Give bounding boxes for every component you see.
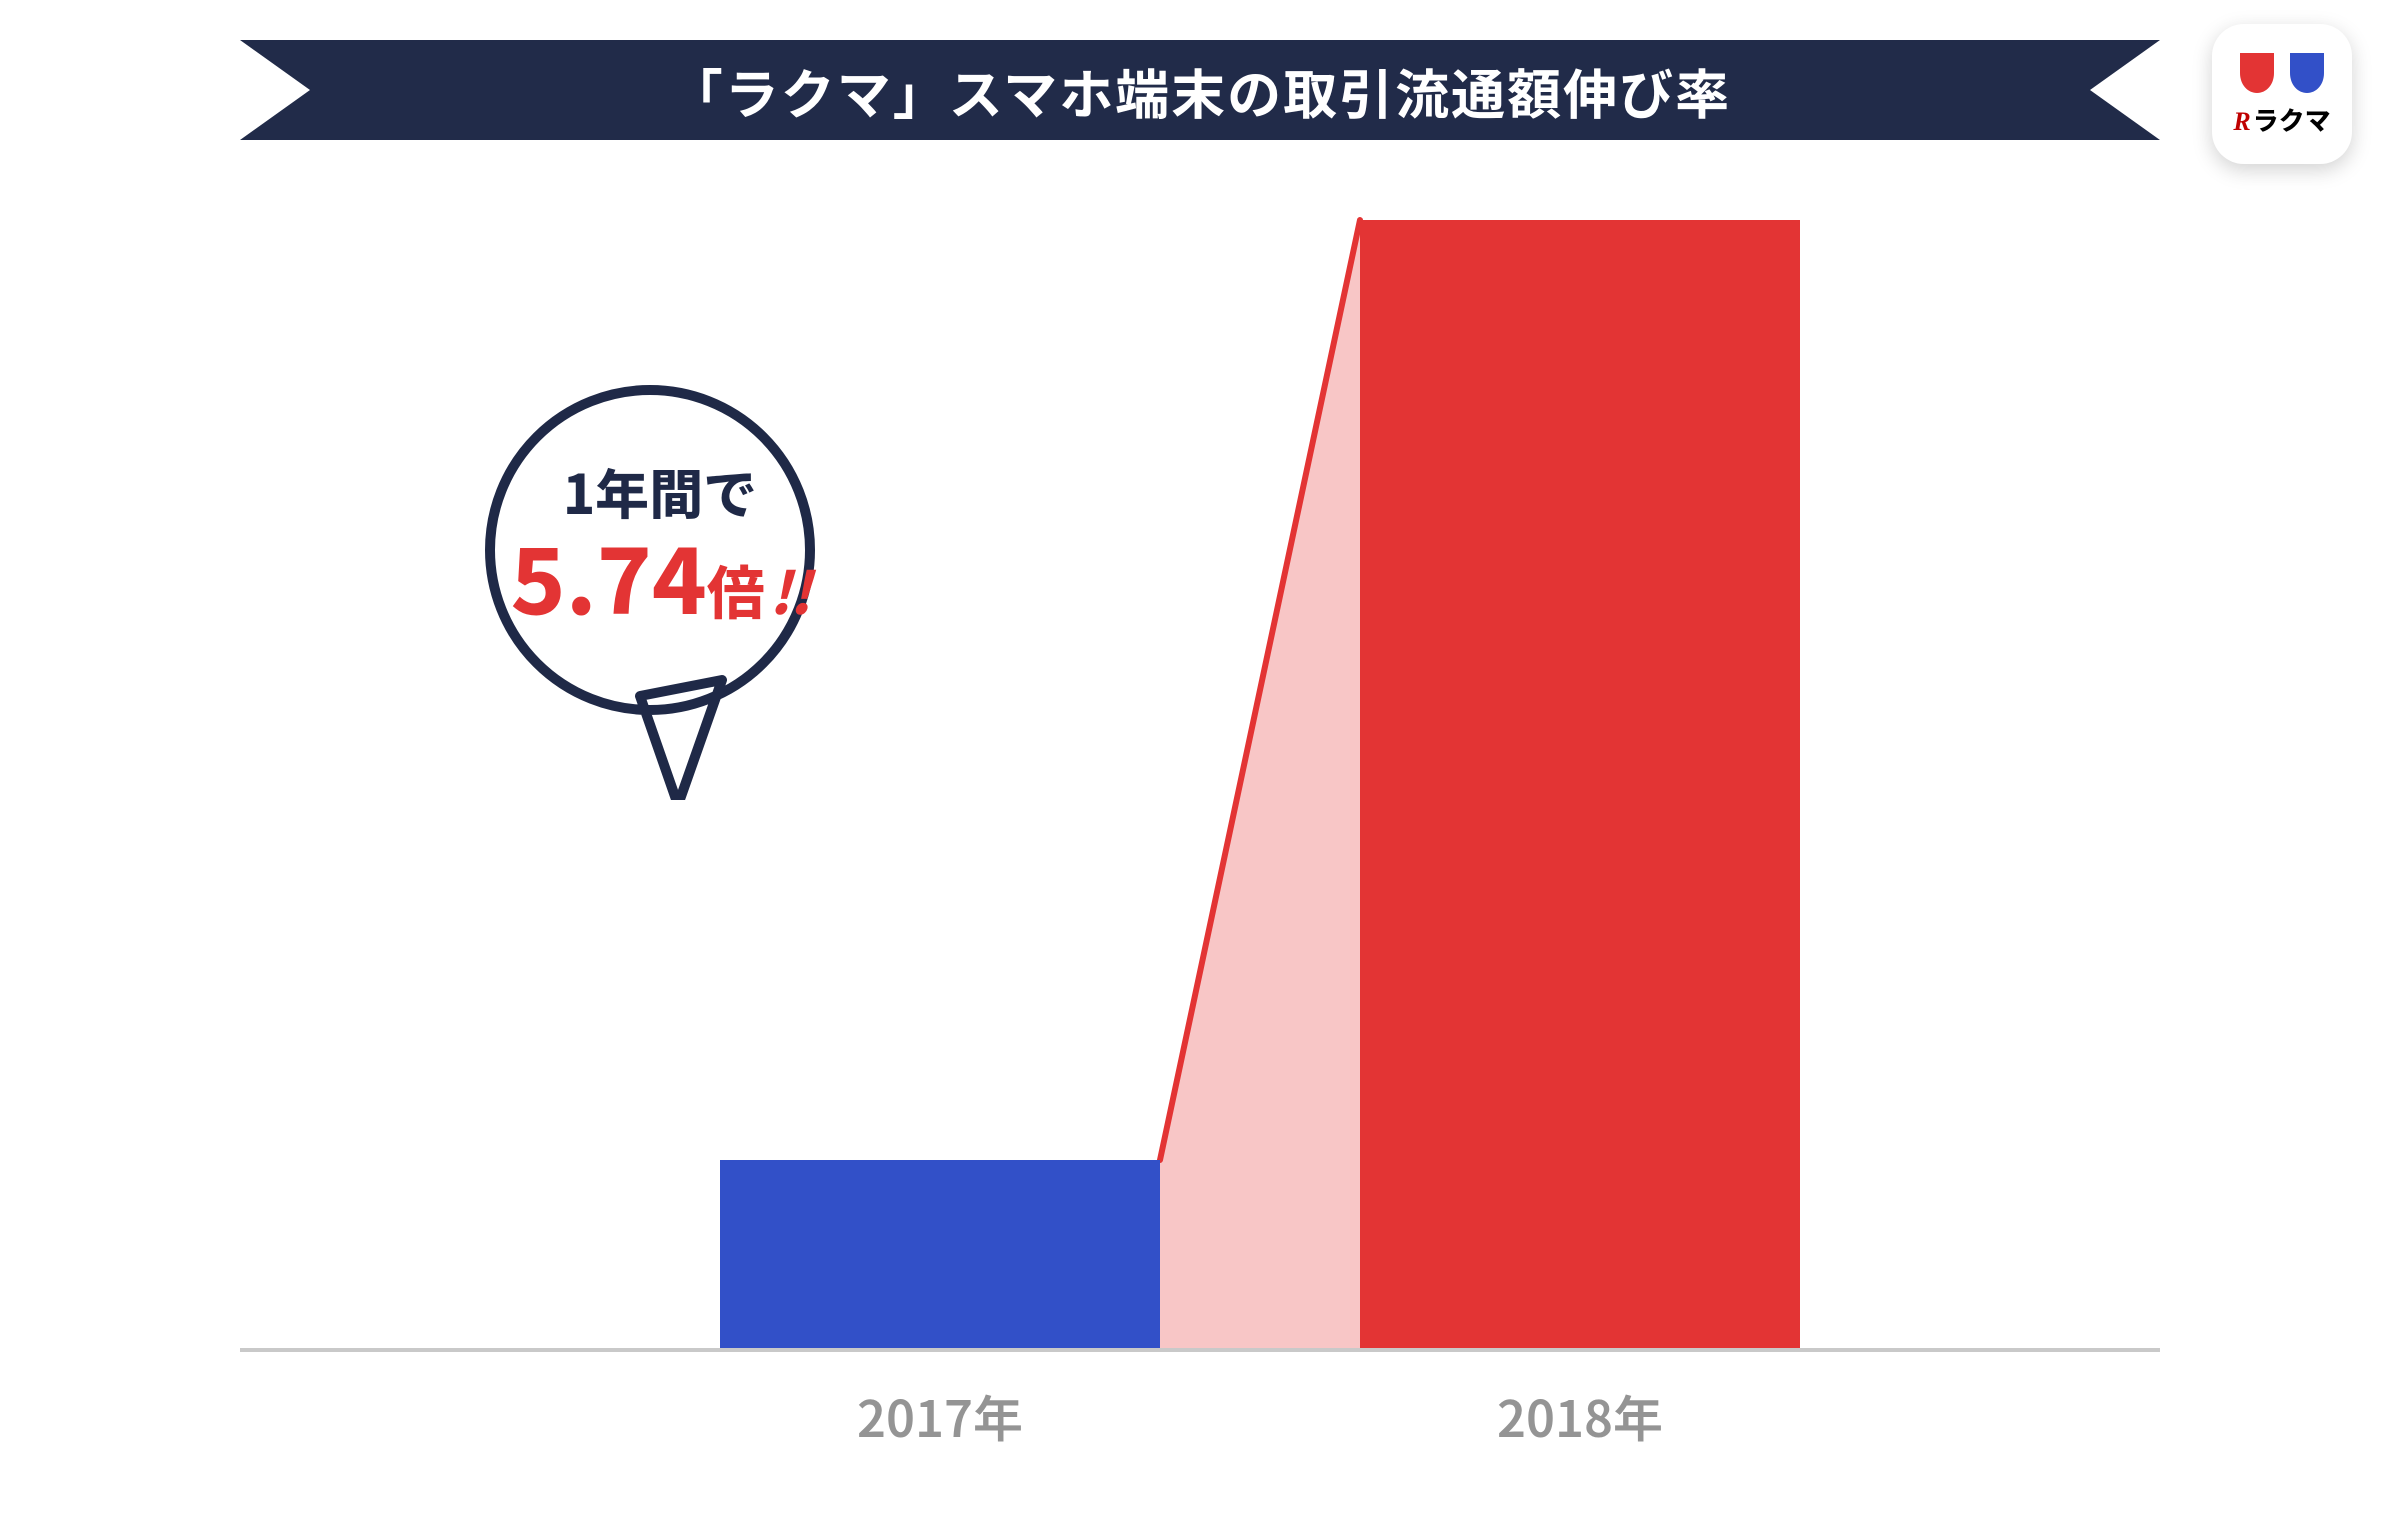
bubble-exclaim: !! (769, 556, 810, 623)
bubble-text: 1年間で 5.74 倍 !! (450, 380, 870, 708)
bubble-multiplier: 5.74 (511, 522, 707, 628)
rakuma-app-icon: R ラクマ (2212, 24, 2352, 164)
growth-bar-chart: 2017年 2018年 (240, 180, 2160, 1500)
app-icon-r: R (2233, 107, 2250, 137)
shield-red-icon (2238, 51, 2276, 95)
chart-title: 「ラクマ」スマホ端末の取引流通額伸び率 (240, 40, 2160, 140)
x-axis-label-2018: 2018年 (1497, 1380, 1663, 1452)
app-icon-shields (2238, 51, 2326, 95)
bubble-unit: 倍 (707, 556, 765, 623)
bubble-metric: 5.74 倍 !! (511, 522, 810, 628)
shield-blue-icon (2288, 51, 2326, 95)
title-ribbon: 「ラクマ」スマホ端末の取引流通額伸び率 (240, 40, 2160, 140)
app-icon-jp: ラクマ (2253, 101, 2331, 138)
ribbon-shape (240, 40, 2160, 140)
x-axis-label-2017: 2017年 (857, 1380, 1023, 1452)
app-icon-brand: R ラクマ (2233, 101, 2330, 138)
growth-callout-bubble: 1年間で 5.74 倍 !! (450, 380, 870, 800)
